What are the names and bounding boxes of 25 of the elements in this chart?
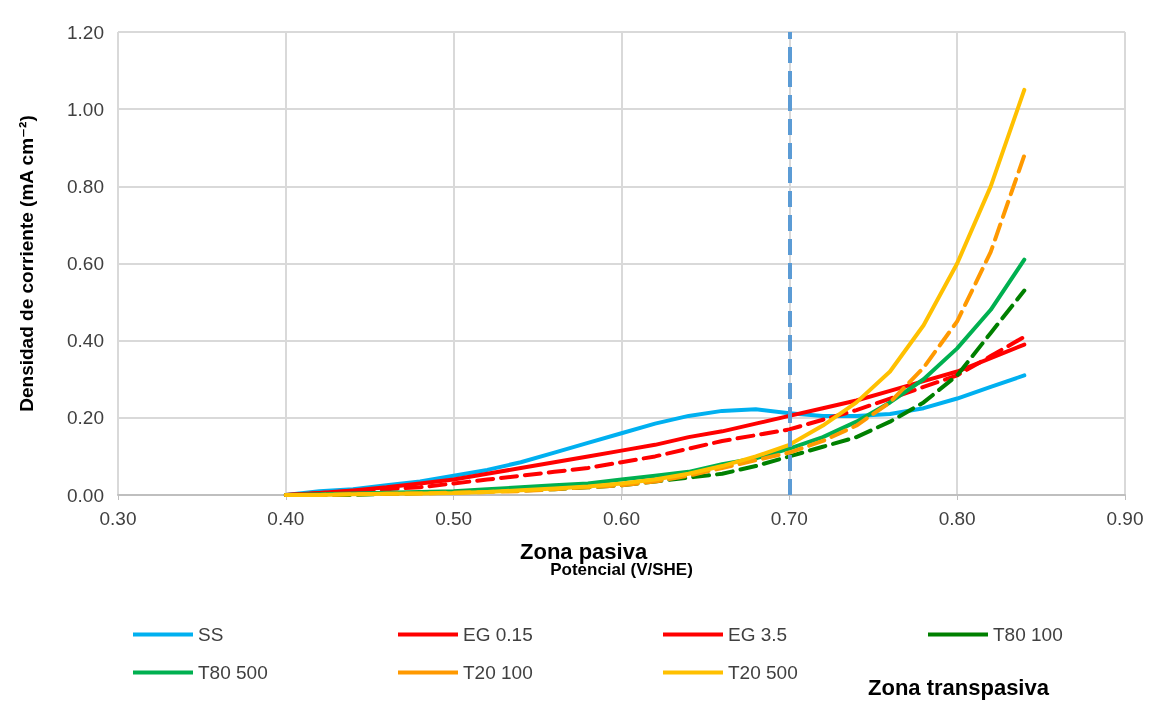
x-tick-label: 0.40 [267,508,305,529]
legend-label: T80 500 [198,662,268,683]
legend-label: T20 100 [463,662,533,683]
legend-label: T20 500 [728,662,798,683]
y-tick-label: 0.20 [67,407,104,429]
legend-label: EG 0.15 [463,624,533,645]
x-tick-label: 0.80 [938,508,976,529]
legend-label: SS [198,624,224,645]
legend-label: EG 3.5 [728,624,788,645]
y-tick-label: 0.00 [67,484,104,506]
text: Zona pasiva [520,538,648,564]
y-tick-label: 0.60 [67,253,104,274]
y-axis-title: Densidad de corriente (mA cm⁻²) [16,115,37,412]
text: Zona transpasiva [868,674,1050,700]
x-tick-label: 0.60 [603,508,640,529]
x-tick-label: 0.70 [770,508,808,529]
legend-label: T80 100 [993,624,1063,645]
line-series [283,87,1027,497]
x-tick-label: 0.50 [435,508,473,529]
y-tick-label: 1.00 [67,98,104,120]
y-tick-label: 1.20 [67,21,104,43]
y-tick-label: 0.40 [67,330,104,352]
x-tick-label: 0.90 [1106,508,1144,529]
y-tick-label: 0.80 [67,175,104,197]
x-tick-label: 0.30 [99,508,137,529]
